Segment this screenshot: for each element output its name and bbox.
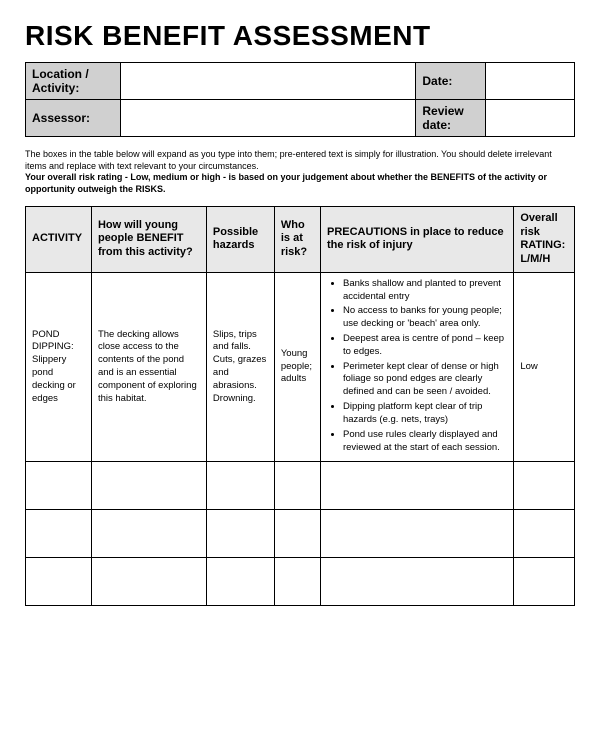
assessor-value[interactable] [120,100,416,137]
empty-cell[interactable] [91,462,206,510]
assessor-label: Assessor: [26,100,121,137]
table-row-empty [26,462,575,510]
header-hazards: Possible hazards [206,206,274,272]
cell-rating[interactable]: Low [514,272,575,462]
table-row: POND DIPPING: Slippery pond decking or e… [26,272,575,462]
empty-cell[interactable] [274,462,320,510]
empty-cell[interactable] [514,510,575,558]
empty-cell[interactable] [91,558,206,606]
header-who: Who is at risk? [274,206,320,272]
empty-cell[interactable] [91,510,206,558]
main-table: ACTIVITY How will young people BENEFIT f… [25,206,575,607]
instructions-line1: The boxes in the table below will expand… [25,149,552,171]
empty-cell[interactable] [206,558,274,606]
date-value[interactable] [486,63,575,100]
empty-cell[interactable] [274,558,320,606]
instructions: The boxes in the table below will expand… [25,149,575,196]
empty-cell[interactable] [320,462,513,510]
empty-cell[interactable] [514,462,575,510]
empty-cell[interactable] [514,558,575,606]
empty-cell[interactable] [320,510,513,558]
table-row-empty [26,558,575,606]
instructions-line2: Your overall risk rating - Low, medium o… [25,172,547,194]
header-precautions: PRECAUTIONS in place to reduce the risk … [320,206,513,272]
location-label: Location / Activity: [26,63,121,100]
empty-cell[interactable] [206,462,274,510]
precaution-item: Dipping platform kept clear of trip haza… [343,401,507,427]
header-rating: Overall risk RATING: L/M/H [514,206,575,272]
info-table: Location / Activity: Date: Assessor: Rev… [25,62,575,137]
precaution-item: Perimeter kept clear of dense or high fo… [343,361,507,399]
precaution-item: Deepest area is centre of pond – keep to… [343,333,507,359]
date-label: Date: [416,63,486,100]
page-title: RISK BENEFIT ASSESSMENT [25,20,575,52]
review-value[interactable] [486,100,575,137]
table-row-empty [26,510,575,558]
empty-cell[interactable] [26,462,92,510]
empty-cell[interactable] [26,558,92,606]
cell-precautions[interactable]: Banks shallow and planted to prevent acc… [320,272,513,462]
empty-cell[interactable] [26,510,92,558]
cell-who[interactable]: Young people; adults [274,272,320,462]
empty-cell[interactable] [320,558,513,606]
empty-cell[interactable] [206,510,274,558]
precaution-item: Banks shallow and planted to prevent acc… [343,278,507,304]
cell-hazards[interactable]: Slips, trips and falls. Cuts, grazes and… [206,272,274,462]
precaution-item: Pond use rules clearly displayed and rev… [343,429,507,455]
review-label: Review date: [416,100,486,137]
empty-cell[interactable] [274,510,320,558]
precaution-item: No access to banks for young people; use… [343,305,507,331]
cell-activity[interactable]: POND DIPPING: Slippery pond decking or e… [26,272,92,462]
location-value[interactable] [120,63,416,100]
header-activity: ACTIVITY [26,206,92,272]
cell-benefit[interactable]: The decking allows close access to the c… [91,272,206,462]
header-benefit: How will young people BENEFIT from this … [91,206,206,272]
